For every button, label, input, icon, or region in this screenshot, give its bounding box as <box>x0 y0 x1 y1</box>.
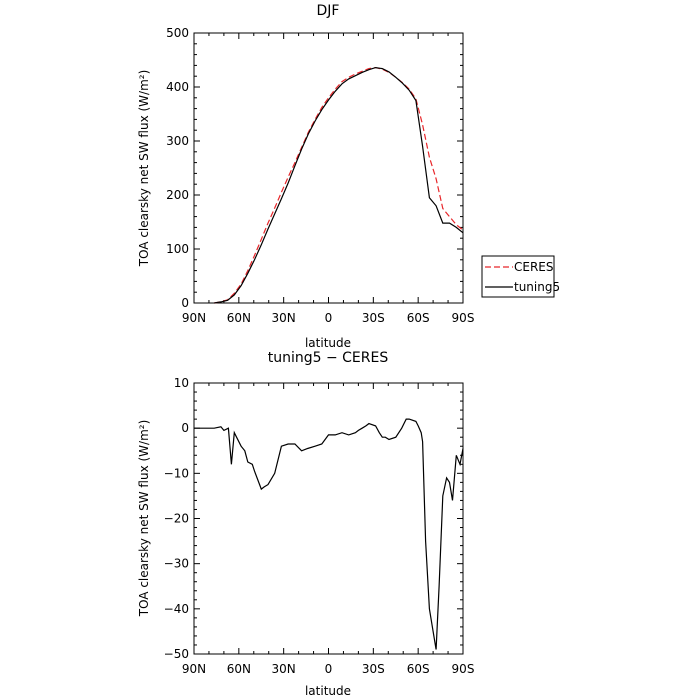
chart-title: DJF <box>317 3 340 19</box>
legend: CERES tuning5 <box>481 255 560 298</box>
x-tick-label: 60S <box>407 311 430 325</box>
y-axis-label: TOA clearsky net SW flux (W/m²) <box>137 70 151 268</box>
x-tick-label: 60N <box>227 662 251 676</box>
y-tick-label: 100 <box>166 242 189 256</box>
series-line-ceres <box>214 66 464 304</box>
y-tick-label: 400 <box>166 80 189 94</box>
y-tick-label: −20 <box>164 512 189 526</box>
x-axis-label: latitude <box>305 336 351 350</box>
x-tick-label: 30S <box>362 311 385 325</box>
y-tick-label: 10 <box>174 376 189 390</box>
plot-frame <box>193 382 464 655</box>
top-panel-djf: DJF 90N 60N 30N 0 30S 60S 90S0100200300400500 … <box>137 3 560 350</box>
y-tick-label: −10 <box>164 466 189 480</box>
y-tick-label: 200 <box>166 188 189 202</box>
plot-area: 90N 60N 30N 0 30S 60S 90S 0 100 200 300 400 500 <box>166 26 474 325</box>
y-tick-label: 500 <box>166 26 189 40</box>
x-axis-label: latitude <box>305 684 351 698</box>
x-tick-label: 30N <box>272 311 296 325</box>
x-tick-label: 30S <box>362 662 385 676</box>
legend-label-tuning5: tuning5 <box>514 280 560 294</box>
x-tick-label: 60S <box>407 662 430 676</box>
x-tick-label: 0 <box>325 662 333 676</box>
y-tick-label: 300 <box>166 134 189 148</box>
x-tick-label: 90S <box>452 311 475 325</box>
x-tick-label: 0 <box>325 311 333 325</box>
y-tick-label: −40 <box>164 602 189 616</box>
y-tick-label: 0 <box>181 421 189 435</box>
legend-label-ceres: CERES <box>514 260 554 274</box>
x-tick-label: 60N <box>227 311 251 325</box>
legend-box <box>481 255 555 298</box>
plot-frame <box>193 32 464 304</box>
x-tick-label: 90N <box>182 662 206 676</box>
x-tick-label: 90N <box>182 311 206 325</box>
y-tick-label: −50 <box>164 647 189 661</box>
y-axis-label: TOA clearsky net SW flux (W/m²) <box>137 420 151 618</box>
series-line-tuning5 <box>214 66 464 304</box>
y-tick-label: 0 <box>181 296 189 310</box>
chart-title: tuning5 − CERES <box>268 350 389 366</box>
x-tick-label: 90S <box>452 662 475 676</box>
y-tick-label: −30 <box>164 557 189 571</box>
series-line-difference <box>194 418 464 650</box>
plot-area: 90N 60N 30N 0 30S 60S 90S −50 −40 −30 −20 −10 0 10 <box>164 376 475 676</box>
bottom-panel-difference: tuning5 − CERES 90N 60N 30N 0 30S 60S 90S −50 −4… <box>137 350 474 698</box>
x-tick-label: 30N <box>272 662 296 676</box>
